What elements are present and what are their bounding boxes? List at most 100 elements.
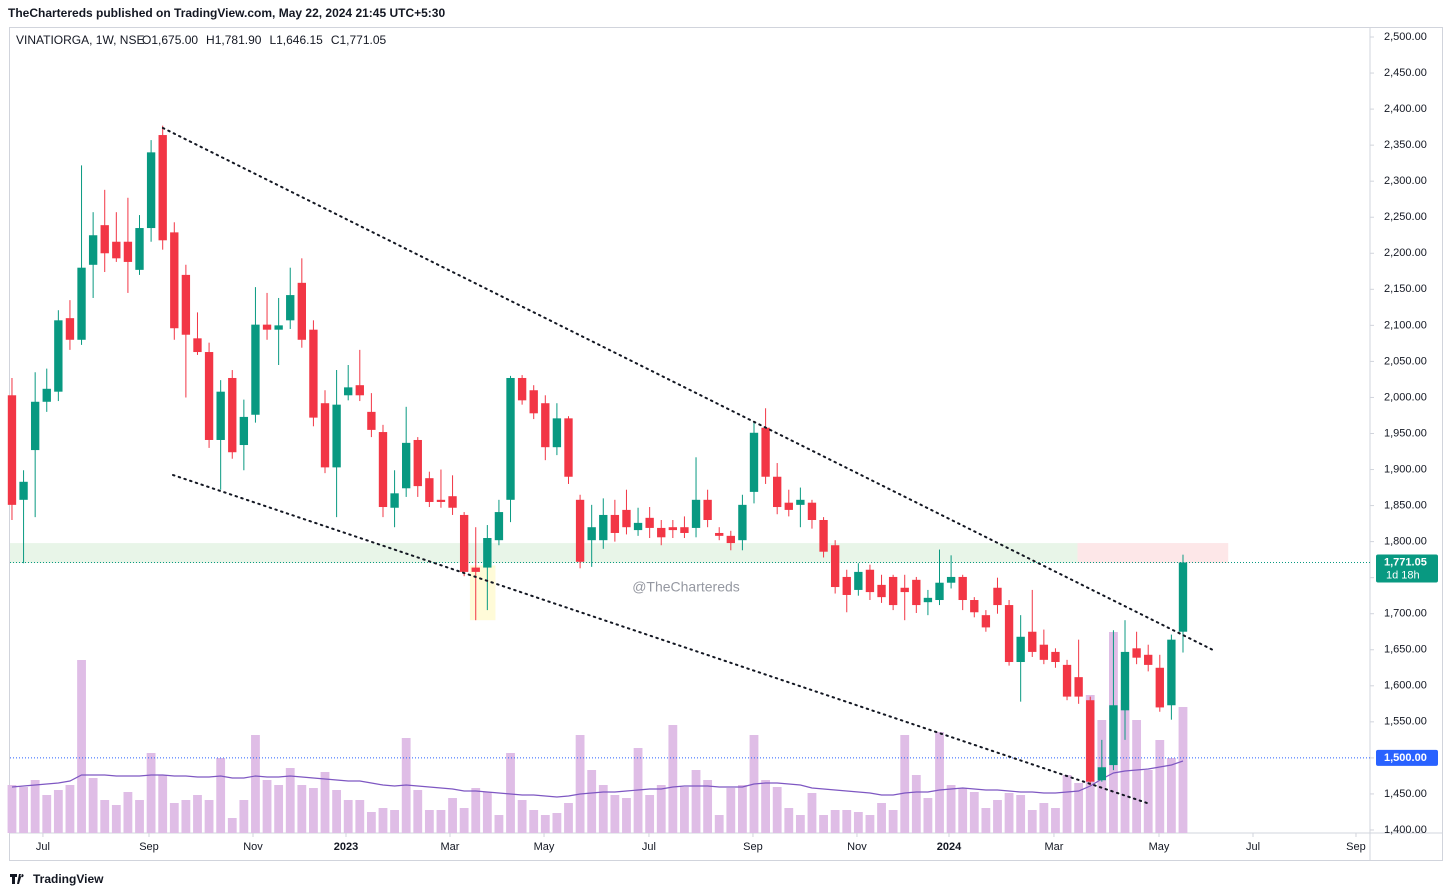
volume-bar <box>309 788 318 833</box>
y-tick-label: 1,800.00 <box>1384 536 1427 548</box>
candle-body <box>749 432 759 492</box>
y-tick-label: 1,650.00 <box>1384 644 1427 656</box>
volume-bar <box>969 792 979 833</box>
y-tick-label: 2,200.00 <box>1384 247 1427 259</box>
volume-bar <box>842 810 852 833</box>
candle-body <box>274 325 283 330</box>
volume-bar <box>877 803 886 833</box>
legend-ohlc: O1,675.00 <box>142 33 198 47</box>
legend-ohlc: L1,646.15 <box>269 33 323 47</box>
candle-body <box>1155 667 1164 708</box>
watermark: @TheChartereds <box>632 579 740 595</box>
candle-body <box>935 582 944 601</box>
volume-bar <box>587 770 597 833</box>
volume-bar <box>1051 808 1060 833</box>
candle-body <box>1016 636 1025 663</box>
volume-bar <box>378 808 388 833</box>
candle-body <box>784 502 793 510</box>
y-tick-label: 2,050.00 <box>1384 355 1427 367</box>
volume-bar <box>494 815 504 833</box>
candle-body <box>657 527 666 538</box>
candle-body <box>320 403 330 468</box>
volume-bar <box>239 800 249 833</box>
candle-body <box>830 545 840 588</box>
plot <box>7 125 1370 833</box>
logo-icon <box>10 874 24 884</box>
volume-bar <box>169 803 179 833</box>
volume-bar <box>900 735 910 833</box>
candle-body <box>170 232 179 329</box>
y-tick-label: 1,600.00 <box>1384 680 1427 692</box>
y-tick-label: 1,400.00 <box>1384 824 1427 836</box>
candle-body <box>251 324 260 415</box>
candle-body <box>367 411 376 430</box>
volume-bar <box>482 792 492 833</box>
candle-body <box>77 267 86 340</box>
y-tick-label: 2,350.00 <box>1384 139 1427 151</box>
x-tick-label: 2023 <box>334 841 358 853</box>
y-tick-label: 2,400.00 <box>1384 103 1427 115</box>
zone <box>469 565 496 621</box>
x-tick-label: Mar <box>1044 841 1063 853</box>
volume-bar <box>668 725 678 833</box>
candle-body <box>506 377 515 500</box>
volume-bar <box>795 815 805 833</box>
candle-body <box>1086 700 1095 782</box>
candle-body <box>448 496 457 508</box>
y-tick-label: 2,250.00 <box>1384 211 1427 223</box>
volume-bar <box>158 775 168 833</box>
volume-bar <box>1062 775 1072 833</box>
volume-bar <box>227 818 237 833</box>
volume-bar <box>471 788 481 833</box>
x-tick-label: May <box>1149 841 1170 853</box>
candle-body <box>483 538 492 568</box>
candle-body <box>529 390 538 414</box>
y-tick-label: 2,300.00 <box>1384 175 1427 187</box>
volume-bar <box>146 753 156 833</box>
volume-bar <box>552 813 562 833</box>
x-tick-label: 2024 <box>937 841 962 853</box>
candle-body <box>622 509 631 528</box>
candle-body <box>19 481 28 500</box>
alert-price-label: 1,500.00 <box>1384 752 1427 764</box>
candle-body <box>575 499 585 562</box>
legend-ohlc: H1,781.90 <box>206 33 262 47</box>
volume-bar <box>297 785 307 833</box>
volume-bar <box>100 800 110 833</box>
candle-body <box>668 527 678 531</box>
volume-bar <box>981 808 991 833</box>
candle-body <box>309 329 318 418</box>
x-tick-label: Mar <box>441 841 460 853</box>
volume-bar <box>1143 770 1153 833</box>
volume-bar <box>1178 707 1188 833</box>
last-price-box <box>1376 554 1438 583</box>
volume-bar <box>529 810 539 833</box>
y-tick-label: 2,500.00 <box>1384 31 1427 43</box>
candle-body <box>819 519 828 552</box>
candle-body <box>332 404 341 468</box>
volume-bar <box>19 787 28 833</box>
x-tick-label: May <box>534 841 555 853</box>
candle-body <box>1028 631 1037 652</box>
volume-bar <box>1166 758 1176 833</box>
candle-body <box>123 241 133 262</box>
candle-body <box>807 502 817 520</box>
volume-bar <box>830 810 840 833</box>
y-tick-label: 1,700.00 <box>1384 608 1427 620</box>
x-tick-label: Sep <box>139 841 159 853</box>
candle-body <box>378 432 388 508</box>
volume-bar <box>436 810 446 833</box>
volume-bar <box>911 775 921 833</box>
candle-body <box>402 442 411 489</box>
candle-body <box>773 476 782 508</box>
volume-bar <box>935 732 944 833</box>
candle-body <box>1167 639 1176 706</box>
candle-body <box>645 517 654 528</box>
y-tick-label: 2,150.00 <box>1384 283 1427 295</box>
candle-body <box>297 282 306 340</box>
candle-body <box>946 576 956 583</box>
candle-body <box>1178 562 1188 632</box>
volume-bar <box>680 787 689 833</box>
